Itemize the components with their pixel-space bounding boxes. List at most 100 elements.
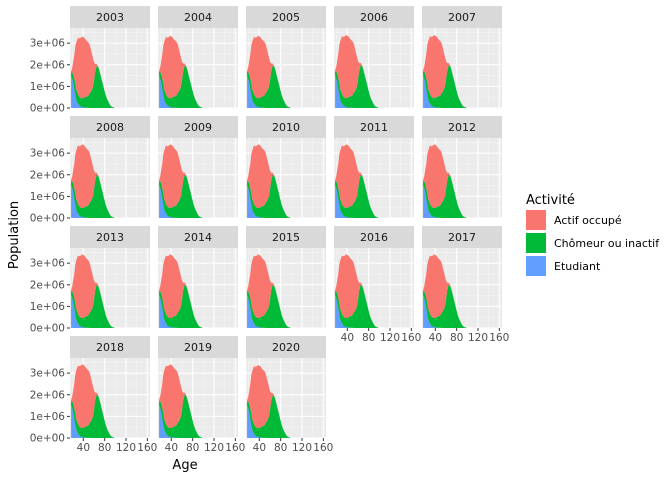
area-etudiant [71,405,115,438]
facet-2008: 2008 [70,116,150,219]
facet-strip [158,6,238,28]
area-chomeur-ou-inactif [159,284,203,328]
area-actif-occupe [159,254,203,328]
y-tick-label: 3e+06 [30,258,66,270]
area-chomeur-ou-inactif [423,65,467,108]
area-chomeur-ou-inactif [423,284,467,328]
facet-2004: 2004 [158,6,238,109]
x-axis-title: Age [172,458,197,473]
facet-strip [334,116,414,138]
area-chomeur-ou-inactif [423,174,467,218]
facet-2010: 2010 [246,116,326,219]
area-chomeur-ou-inactif [247,284,291,328]
x-tick-label: 160 [225,442,245,454]
area-chomeur-ou-inactif [71,284,115,328]
y-tick-label: 3e+06 [30,148,66,160]
area-actif-occupe [423,35,467,108]
area-actif-occupe [71,364,115,438]
legend-label-chomeur-ou-inactif: Chômeur ou inactif [554,237,660,250]
area-actif-occupe [159,144,203,218]
facet-strip-label: 2013 [96,231,124,244]
facet-2003: 2003 [70,6,150,109]
facet-strip [70,116,150,138]
x-tick-label: 80 [450,332,463,344]
area-etudiant [159,405,203,438]
area-etudiant [247,185,291,218]
x-tick-label: 120 [116,442,136,454]
facet-strip-label: 2007 [448,11,476,24]
x-tick-label: 80 [362,332,375,344]
y-tick-label: 1e+06 [30,411,66,423]
legend-label-actif-occupe: Actif occupé [554,214,622,227]
y-tick-label: 0e+00 [30,433,65,445]
y-tick-label: 2e+06 [30,169,66,181]
facet-strip [246,336,326,358]
area-chomeur-ou-inactif [247,395,291,438]
legend-key-etudiant [526,256,546,276]
y-axis-ticks: 0e+00 1e+06 2e+06 3e+06 0e+00 1e+06 2e+06 3e+06… [30,38,70,445]
facet-2007: 2007 [422,6,502,109]
x-tick-label: 40 [77,442,90,454]
facet-strip-label: 2006 [360,11,388,24]
area-etudiant [159,295,203,328]
area-etudiant [247,405,291,438]
x-tick-label: 160 [313,442,333,454]
area-chomeur-ou-inactif [335,174,379,218]
area-chomeur-ou-inactif [71,174,115,218]
x-tick-label: 40 [429,332,442,344]
facet-2018: 2018 [70,336,150,439]
y-tick-label: 3e+06 [30,368,66,380]
x-tick-label: 80 [186,442,199,454]
area-etudiant [159,185,203,218]
area-actif-occupe [71,36,115,108]
facet-2012: 2012 [422,116,502,219]
area-etudiant [335,295,379,328]
area-actif-occupe [247,365,291,438]
facet-strip [422,6,502,28]
facet-strip-label: 2016 [360,231,388,244]
facet-strip-label: 2011 [360,121,388,134]
facet-strip [422,226,502,248]
area-actif-occupe [335,35,379,108]
area-actif-occupe [71,254,115,328]
area-etudiant [335,185,379,218]
y-tick-label: 2e+06 [30,279,66,291]
x-tick-label: 120 [204,442,224,454]
x-tick-label: 160 [401,332,421,344]
area-chomeur-ou-inactif [71,66,115,108]
x-tick-label: 40 [165,442,178,454]
y-tick-label: 1e+06 [30,81,66,93]
y-tick-label: 2e+06 [30,389,66,401]
area-actif-occupe [247,254,291,328]
facet-strip-label: 2018 [96,341,124,354]
y-tick-label: 0e+00 [30,213,65,225]
facet-2020: 2020 [246,336,326,439]
area-etudiant [247,295,291,328]
facet-strip-label: 2012 [448,121,476,134]
x-tick-label: 160 [137,442,157,454]
facet-strip-label: 2009 [184,121,212,134]
facet-panels: 2003 2004 2005 2006 2007 2008 2009 2010 2011 2012… [70,6,502,439]
facet-strip [158,336,238,358]
facet-strip [158,116,238,138]
facet-2017: 2017 [422,226,502,329]
area-chomeur-ou-inactif [247,174,291,218]
facet-2006: 2006 [334,6,414,109]
area-actif-occupe [335,254,379,328]
facet-strip-label: 2003 [96,11,124,24]
x-tick-label: 160 [489,332,509,344]
facet-strip-label: 2019 [184,341,212,354]
area-etudiant [423,185,467,218]
y-tick-label: 2e+06 [30,59,66,71]
area-chomeur-ou-inactif [71,394,115,438]
facet-2009: 2009 [158,116,238,219]
legend-key-chomeur-ou-inactif [526,233,546,253]
x-tick-label: 120 [468,332,488,344]
area-etudiant [71,295,115,328]
area-chomeur-ou-inactif [159,174,203,218]
facet-strip-label: 2005 [272,11,300,24]
area-etudiant [247,76,291,108]
y-tick-label: 0e+00 [30,103,65,115]
area-chomeur-ou-inactif [335,65,379,108]
